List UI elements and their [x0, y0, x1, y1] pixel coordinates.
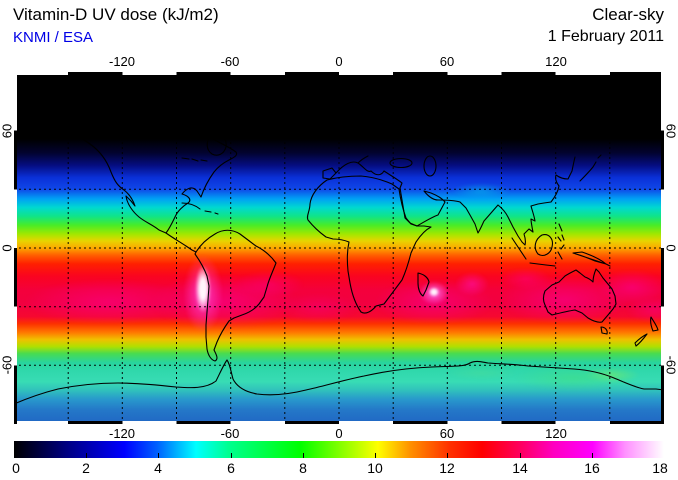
coast-central-america: [165, 232, 197, 253]
page-title: Vitamin-D UV dose (kJ/m2): [13, 5, 219, 24]
colorbar-label-10: 10: [367, 460, 383, 476]
coast-new-guinea: [572, 251, 611, 267]
colorbar-label-16: 16: [584, 460, 600, 476]
colorbar-tickmark-14: [520, 453, 521, 458]
coast-hudson-bay: [206, 133, 227, 156]
lat-tick-right--60: -60: [663, 355, 678, 375]
coast-south-america: [194, 229, 277, 362]
tibet-plateau-patch: [451, 183, 511, 199]
coast-africa: [306, 175, 432, 314]
coast-australia: [542, 268, 617, 323]
zebra-frame-bottom: [14, 421, 664, 424]
coast-new-zealand: [634, 316, 659, 347]
source-credit: KNMI / ESA: [13, 29, 94, 46]
lat-tick-right-60: 60: [663, 123, 678, 139]
coast-antarctica: [14, 359, 664, 405]
colorbar-tickmark-8: [303, 453, 304, 458]
coast-north-america: [43, 111, 238, 234]
lat-tick-left--60: -60: [0, 355, 15, 375]
colorbar-tickmark-16: [592, 453, 593, 458]
colorbar-tickmark-6: [231, 453, 232, 458]
lon-tick-top--120: -120: [108, 54, 136, 69]
lon-tick-top-0: 0: [335, 54, 343, 69]
uv-hotspot-brazil: [234, 271, 304, 297]
world-uv-heatmap: [14, 72, 664, 424]
condition-label: Clear-sky: [592, 5, 664, 24]
coast-europe: [322, 155, 403, 189]
zebra-frame-top: [14, 72, 664, 75]
date-label: 1 February 2011: [547, 28, 664, 45]
lon-tick-bottom-120: 120: [545, 426, 567, 441]
coast-philippines: [557, 223, 565, 242]
coast-tasmania: [600, 326, 608, 335]
zebra-frame-left: [14, 72, 17, 424]
colorbar-label-4: 4: [154, 460, 162, 476]
uv-hotspot-indian-2: [455, 272, 489, 296]
uv-hotspot-tasman: [626, 297, 664, 323]
colorbar-label-14: 14: [512, 460, 528, 476]
coast-asia: [399, 156, 576, 246]
coast-indonesia: [511, 234, 565, 267]
lat-tick-left-60: 60: [0, 123, 15, 139]
coastlines-and-graticule: [14, 72, 664, 424]
uv-hotspot-south-america: [149, 274, 299, 330]
uv-hotspot-atlantic: [279, 293, 359, 323]
lon-tick-top--60: -60: [220, 54, 240, 69]
coast-japan: [579, 154, 602, 182]
colorbar-label-12: 12: [439, 460, 455, 476]
coast-caribbean: [181, 202, 219, 215]
uv-hotspot-coral-sea: [597, 270, 664, 304]
coast-great-lakes: [181, 157, 208, 162]
coast-madagascar: [417, 272, 430, 297]
lon-tick-top-60: 60: [439, 54, 455, 69]
lon-tick-bottom--120: -120: [108, 426, 136, 441]
antarctic-plateau-patch-3: [447, 366, 517, 380]
zebra-frame-right: [661, 72, 664, 424]
colorbar-tickmark-12: [447, 453, 448, 458]
lat-tick-right-0: 0: [663, 244, 678, 252]
colorbar-label-2: 2: [82, 460, 90, 476]
lon-tick-bottom-0: 0: [335, 426, 343, 441]
lon-tick-top-120: 120: [545, 54, 567, 69]
coast-black-sea: [389, 157, 413, 169]
colorbar-label-8: 8: [299, 460, 307, 476]
reunion-maximum-spot: [428, 287, 440, 297]
colorbar-tickmark-10: [375, 453, 376, 458]
colorbar-tickmark-4: [158, 453, 159, 458]
uv-hotspot-timor: [501, 268, 551, 290]
lon-tick-bottom-60: 60: [439, 426, 455, 441]
lon-tick-bottom--60: -60: [220, 426, 240, 441]
graticule-grid: [14, 72, 664, 424]
antarctic-plateau-patch-2: [584, 367, 640, 383]
lat-tick-left-0: 0: [0, 244, 15, 252]
colorbar-label-6: 6: [227, 460, 235, 476]
colorbar: [14, 441, 664, 458]
colorbar-label-0: 0: [12, 460, 20, 476]
colorbar-label-18: 18: [652, 460, 668, 476]
coast-caspian-sea: [423, 155, 437, 177]
colorbar-tickmark-2: [86, 453, 87, 458]
